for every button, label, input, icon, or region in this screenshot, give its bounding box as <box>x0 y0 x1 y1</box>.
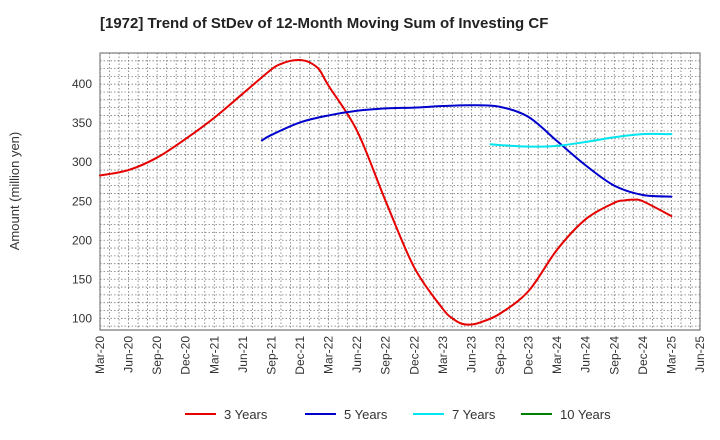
x-tick-label: Sep-20 <box>150 336 164 375</box>
legend-label-7-years: 7 Years <box>452 407 496 422</box>
y-tick-label: 400 <box>72 77 92 91</box>
chart-title: [1972] Trend of StDev of 12-Month Moving… <box>100 15 548 32</box>
y-tick-label: 100 <box>72 311 92 325</box>
x-tick-label: Jun-24 <box>579 336 593 373</box>
x-tick-label: Jun-20 <box>122 336 136 373</box>
y-tick-label: 150 <box>72 272 92 286</box>
x-tick-label: Dec-21 <box>293 336 307 375</box>
series-line-7-years <box>489 132 673 148</box>
legend-label-5-years: 5 Years <box>344 407 388 422</box>
x-tick-label: Jun-25 <box>693 336 707 373</box>
x-tick-label: Sep-24 <box>607 336 621 375</box>
series-group <box>99 58 673 326</box>
x-tick-label: Jun-21 <box>236 336 250 373</box>
x-tick-label: Mar-22 <box>322 336 336 374</box>
x-tick-label: Dec-24 <box>636 336 650 375</box>
x-tick-label: Mar-24 <box>550 336 564 374</box>
legend-label-3-years: 3 Years <box>224 407 268 422</box>
x-tick-label: Sep-23 <box>493 336 507 375</box>
x-tick-label: Sep-22 <box>379 336 393 375</box>
y-axis-label: Amount (million yen) <box>7 132 22 251</box>
grid <box>99 52 701 330</box>
x-tick-label: Sep-21 <box>264 336 278 375</box>
y-tick-label: 250 <box>72 194 92 208</box>
y-tick-label: 300 <box>72 155 92 169</box>
legend-label-10-years: 10 Years <box>560 407 611 422</box>
x-tick-label: Dec-20 <box>179 336 193 375</box>
x-tick-label: Dec-22 <box>407 336 421 375</box>
x-tick-label: Mar-23 <box>436 336 450 374</box>
x-tick-label: Jun-23 <box>464 336 478 373</box>
series-line-5-years <box>260 104 673 198</box>
x-tick-label: Dec-23 <box>522 336 536 375</box>
x-tick-label: Mar-20 <box>93 336 107 374</box>
x-axis: Mar-20 Jun-20 Sep-20 Dec-20 Mar-21 Jun-21 Sep-… <box>93 336 707 375</box>
plot-area <box>99 52 701 331</box>
y-tick-label: 350 <box>72 116 92 130</box>
x-tick-label: Mar-21 <box>207 336 221 374</box>
y-axis: 100 150 200 250 300 350 400 <box>72 77 92 325</box>
series-line-3-years <box>99 58 673 326</box>
legend: 3 Years 5 Years 7 Years 10 Years <box>185 407 611 422</box>
x-tick-label: Jun-22 <box>350 336 364 373</box>
y-tick-label: 200 <box>72 233 92 247</box>
x-tick-label: Mar-25 <box>664 336 678 374</box>
